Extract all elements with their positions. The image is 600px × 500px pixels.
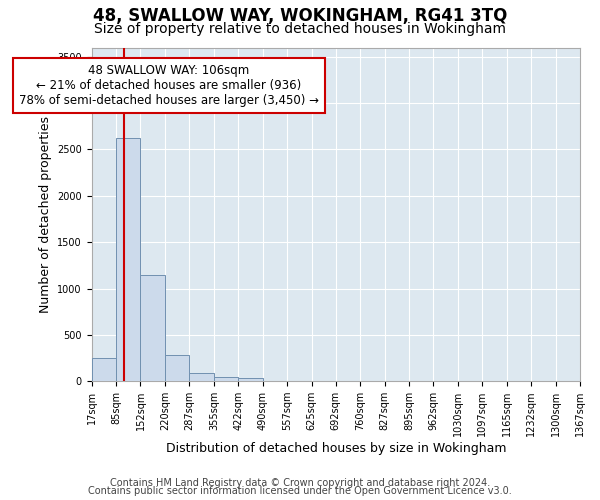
Bar: [165, 356, 190, 381]
Text: Size of property relative to detached houses in Wokingham: Size of property relative to detached ho…: [94, 22, 506, 36]
Text: 48 SWALLOW WAY: 106sqm
← 21% of detached houses are smaller (936)
78% of semi-de: 48 SWALLOW WAY: 106sqm ← 21% of detached…: [19, 64, 319, 107]
Text: Contains public sector information licensed under the Open Government Licence v3: Contains public sector information licen…: [88, 486, 512, 496]
Bar: [238, 378, 263, 381]
Text: 48, SWALLOW WAY, WOKINGHAM, RG41 3TQ: 48, SWALLOW WAY, WOKINGHAM, RG41 3TQ: [93, 8, 507, 26]
Bar: [190, 373, 214, 381]
Y-axis label: Number of detached properties: Number of detached properties: [38, 116, 52, 313]
Bar: [140, 274, 165, 381]
X-axis label: Distribution of detached houses by size in Wokingham: Distribution of detached houses by size …: [166, 442, 506, 455]
Bar: [214, 376, 238, 381]
Bar: [116, 138, 140, 381]
Text: Contains HM Land Registry data © Crown copyright and database right 2024.: Contains HM Land Registry data © Crown c…: [110, 478, 490, 488]
Bar: [92, 358, 116, 381]
